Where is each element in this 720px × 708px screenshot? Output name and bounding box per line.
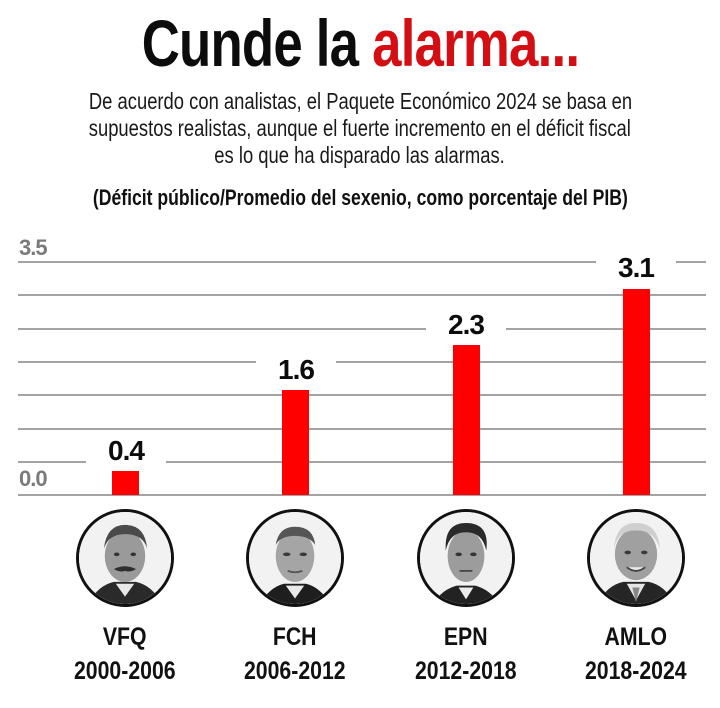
caption-years-vfq: 2000-2006 — [40, 658, 210, 684]
gridline — [18, 361, 706, 363]
caption-name-text: EPN — [444, 623, 488, 651]
bar-fch — [282, 390, 309, 495]
caption-name-text: FCH — [273, 623, 317, 651]
title-red-part: alarma... — [371, 6, 580, 80]
caption-years-fch: 2006-2012 — [210, 658, 380, 684]
gridline — [18, 461, 706, 463]
caption-years-text: 2018-2024 — [585, 657, 687, 685]
subtitle-line-2: supuestos realistas, aunque el fuerte in… — [0, 115, 720, 142]
unit-label-text: (Déficit público/Promedio del sexenio, c… — [92, 185, 628, 210]
gridline — [18, 428, 706, 430]
chart-title: Cunde la alarma... — [0, 8, 720, 78]
subtitle-line-1: De acuerdo con analistas, el Paquete Eco… — [0, 88, 720, 115]
subtitle-text-1: De acuerdo con analistas, el Paquete Eco… — [88, 88, 632, 114]
subtitle-line-3: es lo que ha disparado las alarmas. — [0, 142, 720, 169]
caption-name-text: AMLO — [604, 623, 668, 651]
caption-years-text: 2006-2012 — [244, 657, 346, 685]
title-black-part: Cunde la — [141, 6, 372, 80]
gridline — [18, 294, 706, 296]
gridline-3.5 — [18, 261, 706, 263]
bar-value-label: 1.6 — [256, 356, 336, 384]
caption-years-text: 2012-2018 — [415, 657, 517, 685]
caption-name-epn: EPN — [381, 624, 551, 650]
caption-name-text: VFQ — [103, 623, 147, 651]
caption-years-epn: 2012-2018 — [381, 658, 551, 684]
caption-name-vfq: VFQ — [40, 624, 210, 650]
enrique-pena-nieto-portrait-icon — [417, 509, 515, 607]
gridline — [18, 394, 706, 396]
subtitle-text-2: supuestos realistas, aunque el fuerte in… — [88, 115, 632, 141]
bar-epn — [453, 345, 480, 495]
bar-amlo — [623, 289, 650, 495]
bar-value-label: 2.3 — [426, 311, 506, 339]
y-axis-label-bottom: 0.0 — [19, 466, 48, 491]
vicente-fox-portrait-icon — [76, 509, 174, 607]
y-axis-label-top: 3.5 — [19, 235, 48, 260]
bar-value-label: 0.4 — [86, 437, 166, 465]
caption-name-fch: FCH — [210, 624, 380, 650]
caption-name-amlo: AMLO — [551, 624, 720, 650]
caption-years-amlo: 2018-2024 — [551, 658, 720, 684]
caption-years-text: 2000-2006 — [74, 657, 176, 685]
subtitle-text-3: es lo que ha disparado las alarmas. — [214, 142, 506, 168]
unit-label: (Déficit público/Promedio del sexenio, c… — [0, 184, 720, 212]
gridline — [18, 328, 706, 330]
felipe-calderon-portrait-icon — [246, 509, 344, 607]
andres-manuel-lopez-obrador-portrait-icon — [587, 509, 685, 607]
gridline-baseline — [18, 494, 706, 496]
bar-value-label: 3.1 — [596, 254, 676, 282]
bar-vfq — [112, 471, 139, 495]
